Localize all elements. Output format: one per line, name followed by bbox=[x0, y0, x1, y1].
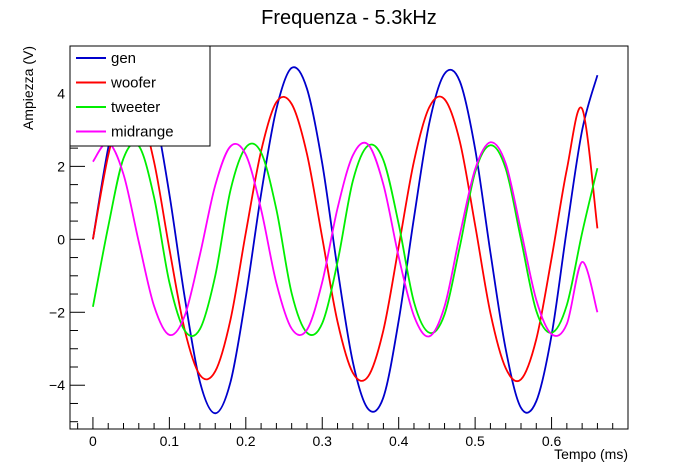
x-tick-label: 0.3 bbox=[313, 433, 333, 449]
legend-label: tweeter bbox=[111, 99, 160, 116]
x-tick-label: 0.6 bbox=[542, 433, 562, 449]
y-tick-label: 0 bbox=[57, 231, 65, 247]
series-line-gen bbox=[92, 65, 599, 415]
x-tick-label: 0.2 bbox=[236, 433, 256, 449]
y-tick-label: 2 bbox=[57, 158, 65, 174]
series-line-midrange bbox=[92, 141, 599, 338]
legend: gen woofer tweeter midrange bbox=[69, 45, 211, 147]
y-axis-label: Ampiezza (V) bbox=[20, 46, 36, 130]
x-tick-label: 0.5 bbox=[465, 433, 485, 449]
legend-box bbox=[69, 45, 211, 147]
x-tick-label: 0.1 bbox=[160, 433, 180, 449]
series-line-tweeter bbox=[92, 142, 599, 338]
x-axis-label: Tempo (ms) bbox=[554, 446, 628, 462]
x-tick-label: 0 bbox=[89, 433, 97, 449]
y-tick-label: 4 bbox=[57, 85, 65, 101]
y-tick-label: −2 bbox=[49, 304, 65, 320]
legend-label: gen bbox=[111, 50, 136, 67]
plot-frame bbox=[69, 45, 629, 430]
series-line-woofer bbox=[92, 95, 599, 383]
y-tick-label: −4 bbox=[49, 377, 65, 393]
chart-title: Frequenza - 5.3kHz bbox=[261, 7, 437, 29]
legend-label: midrange bbox=[111, 124, 174, 141]
x-tick-label: 0.4 bbox=[389, 433, 409, 449]
legend-label: woofer bbox=[110, 75, 156, 92]
series-layer bbox=[92, 65, 599, 415]
